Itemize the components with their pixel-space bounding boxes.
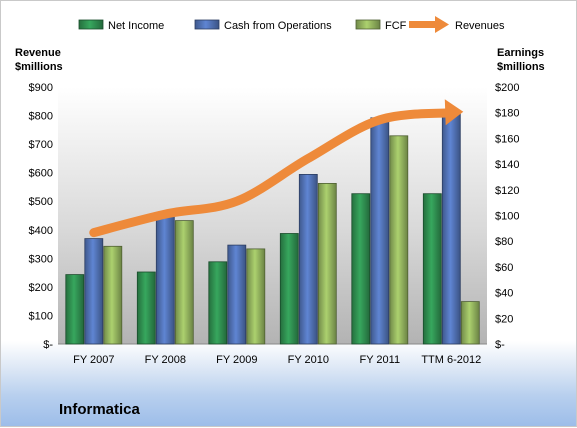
bar-cash-from-operations-3 (298, 173, 318, 345)
bar-net-income-0 (65, 274, 85, 345)
left-tick-label-1: $100 (29, 310, 53, 322)
right-tick-label-2: $40 (495, 288, 513, 300)
left-axis-ticks: $- $100 $200 $300 $400 $500 $600 $700 $800 $900 (29, 82, 54, 351)
right-tick-label-1: $20 (495, 313, 513, 325)
category-label-2: FY 2009 (216, 354, 257, 366)
right-axis-title-line1: Earnings (497, 47, 544, 59)
bar-cash-from-operations-0 (84, 238, 104, 345)
revenue-point-0 (93, 232, 95, 234)
left-tick-label-2: $200 (29, 282, 53, 294)
category-label-3: FY 2010 (288, 354, 329, 366)
bar-fcf-0 (103, 245, 123, 345)
legend-label-net-income: Net Income (108, 20, 164, 32)
left-tick-label-8: $800 (29, 111, 53, 123)
right-tick-label-3: $60 (495, 262, 513, 274)
legend-arrowhead (435, 16, 449, 33)
left-tick-label-7: $700 (29, 139, 53, 151)
bar-cash-from-operations-2 (227, 244, 247, 345)
company-name: Informatica (59, 401, 141, 418)
left-axis-title-line2: $millions (15, 61, 63, 73)
bar-fcf-1 (174, 220, 194, 345)
left-tick-label-4: $400 (29, 225, 53, 237)
right-tick-label-6: $120 (495, 185, 519, 197)
category-labels: FY 2007 FY 2008 FY 2009 FY 2010 FY 2011 TTM 6… (73, 354, 481, 366)
revenue-line-group (89, 99, 464, 238)
left-tick-label-5: $500 (29, 196, 53, 208)
right-tick-label-4: $80 (495, 236, 513, 248)
revenue-arrowhead (444, 99, 464, 126)
right-axis-title-line2: $millions (497, 61, 545, 73)
right-tick-label-9: $180 (495, 108, 519, 120)
left-tick-label-6: $600 (29, 168, 53, 180)
revenue-point-2 (236, 200, 238, 202)
bar-fcf-3 (317, 182, 337, 345)
legend-label-cash-from-operations: Cash from Operations (224, 20, 332, 32)
bar-fcf-2 (246, 248, 266, 345)
bar-cash-from-operations-4 (370, 117, 390, 345)
bar-net-income-3 (279, 233, 299, 345)
right-tick-label-8: $160 (495, 133, 519, 145)
bar-fcf-4 (389, 135, 409, 345)
revenue-point-1 (164, 213, 166, 215)
bar-cash-from-operations-5 (441, 112, 461, 345)
category-label-1: FY 2008 (145, 354, 186, 366)
right-tick-label-5: $100 (495, 211, 519, 223)
plot-area (58, 87, 487, 344)
bar-net-income-1 (136, 271, 156, 345)
bar-cash-from-operations-1 (155, 215, 175, 345)
left-tick-label-9: $900 (29, 82, 53, 94)
bar-fcf-5 (460, 301, 480, 345)
legend-swatch-cash-from-operations (194, 19, 220, 30)
revenue-point-3 (307, 157, 309, 159)
bars-group (65, 112, 480, 345)
right-axis-ticks: $- $20 $40 $60 $80 $100 $120 $140 $160 $180 $200 (495, 82, 519, 351)
left-axis-title-line1: Revenue (15, 47, 61, 59)
right-tick-label-7: $140 (495, 159, 519, 171)
right-tick-label-10: $200 (495, 82, 519, 94)
legend-label-fcf: FCF (385, 20, 407, 32)
bar-net-income-5 (422, 193, 442, 345)
revenue-point-4 (379, 119, 381, 121)
legend-swatch-fcf (355, 19, 381, 30)
category-label-4: FY 2011 (360, 354, 401, 366)
legend-label-revenues: Revenues (455, 20, 505, 32)
category-label-5: TTM 6-2012 (421, 354, 481, 366)
category-label-0: FY 2007 (73, 354, 114, 366)
left-tick-label-3: $300 (29, 253, 53, 265)
legend-swatch-net-income (78, 19, 104, 30)
right-tick-label-0: $- (495, 339, 505, 351)
bar-net-income-4 (351, 193, 371, 345)
legend: Net Income Cash from Operations FCF Revenue… (78, 16, 505, 33)
revenue-line (89, 108, 456, 238)
left-tick-label-0: $- (43, 339, 53, 351)
bar-net-income-2 (208, 261, 228, 345)
